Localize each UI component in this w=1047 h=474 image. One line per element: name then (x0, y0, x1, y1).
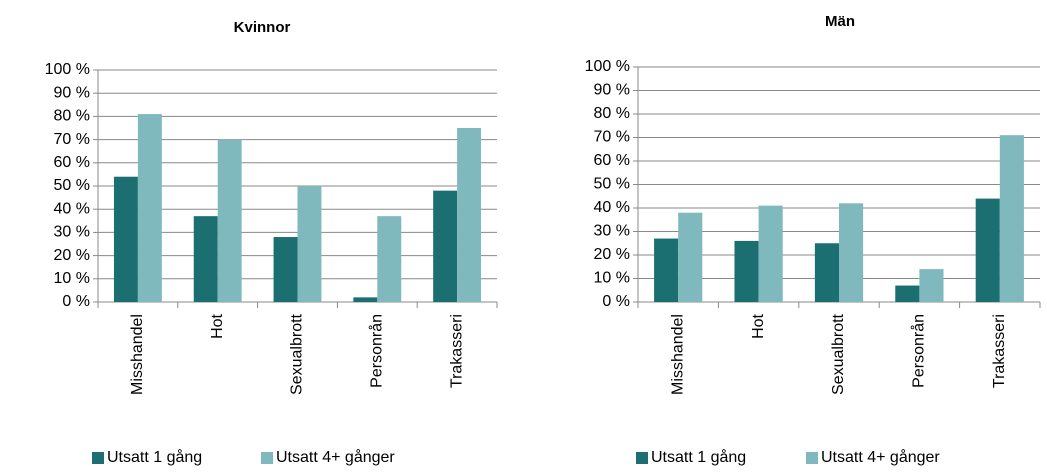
y-tick-label: 100 % (585, 58, 630, 75)
bar (137, 114, 162, 302)
bar (217, 139, 242, 302)
x-tick-label: Trakasseri (448, 314, 465, 388)
x-tick-label: Misshandel (129, 314, 146, 395)
bar (758, 205, 783, 302)
bar (654, 238, 679, 302)
bar (353, 297, 378, 302)
x-tick-label: Personrån (910, 314, 928, 388)
legend-label: Utsatt 1 gång (107, 448, 202, 466)
y-tick-label: 60 % (54, 154, 90, 171)
x-tick-label: Misshandel (669, 314, 686, 395)
y-tick-label: 40 % (594, 199, 630, 216)
y-tick-label: 20 % (54, 247, 90, 264)
y-tick-label: 30 % (594, 223, 630, 240)
x-tick-label: Hot (750, 313, 767, 338)
y-tick-label: 100 % (45, 61, 90, 78)
bar (734, 240, 759, 302)
bar (297, 186, 322, 302)
y-tick-label: 20 % (594, 246, 630, 263)
legend-label: Utsatt 4+ gånger (821, 448, 940, 466)
x-tick-label: Sexualbrott (830, 313, 847, 394)
chart-title: Män (825, 13, 855, 30)
y-tick-label: 40 % (54, 200, 90, 217)
bar (377, 216, 402, 302)
y-tick-label: 70 % (54, 131, 90, 148)
bar (457, 128, 482, 302)
bar (999, 135, 1024, 302)
bar (433, 190, 458, 302)
y-tick-label: 30 % (54, 224, 90, 241)
y-tick-label: 50 % (54, 177, 90, 194)
legend-swatch (92, 452, 104, 464)
y-tick-label: 90 % (594, 82, 630, 99)
y-tick-label: 0 % (62, 293, 90, 310)
y-tick-label: 80 % (594, 105, 630, 122)
x-tick-label: Sexualbrott (289, 313, 306, 394)
legend-label: Utsatt 1 gång (651, 448, 746, 466)
y-tick-label: 60 % (594, 152, 630, 169)
legend-swatch (806, 452, 818, 464)
bar (678, 212, 703, 302)
bar (193, 216, 218, 302)
chart-title: Kvinnor (234, 19, 291, 36)
legend-label: Utsatt 4+ gånger (276, 448, 395, 466)
y-tick-label: 80 % (54, 108, 90, 125)
x-tick-label: Personrån (368, 314, 386, 388)
bar (273, 237, 298, 302)
legend-swatch (261, 452, 273, 464)
legend-swatch (636, 452, 648, 464)
bar (113, 176, 138, 302)
bar (919, 269, 944, 302)
y-tick-label: 0 % (602, 293, 630, 310)
x-tick-label: Trakasseri (991, 314, 1008, 388)
y-tick-label: 90 % (54, 84, 90, 101)
y-tick-label: 50 % (594, 176, 630, 193)
bar (975, 198, 1000, 302)
bar (814, 243, 839, 302)
bar (895, 285, 920, 302)
y-tick-label: 70 % (594, 129, 630, 146)
bar (839, 203, 864, 302)
y-tick-label: 10 % (54, 270, 90, 287)
y-tick-label: 10 % (594, 270, 630, 287)
x-tick-label: Hot (209, 313, 226, 338)
